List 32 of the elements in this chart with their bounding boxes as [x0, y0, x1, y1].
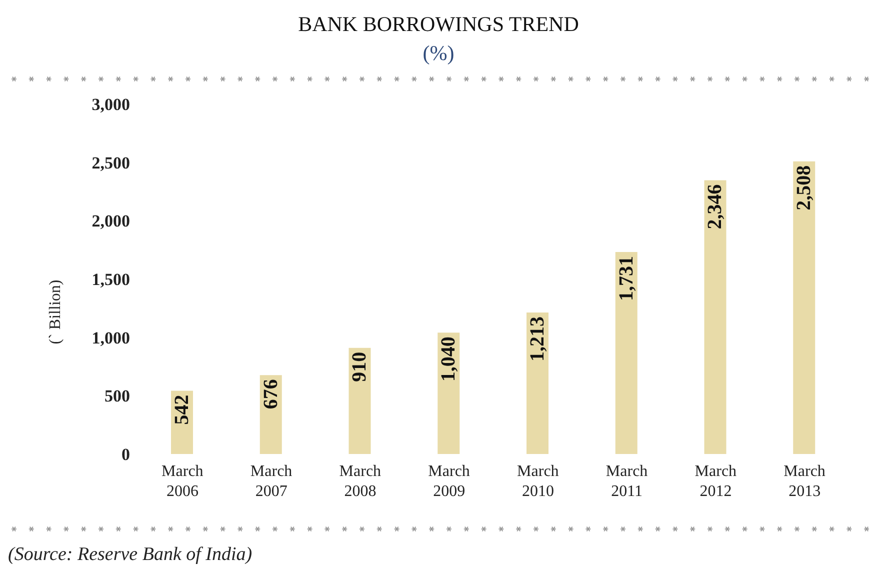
y-tick-label: 1,000 [92, 328, 130, 348]
bar [615, 252, 638, 454]
data-label: 1,213 [526, 316, 548, 362]
x-tick-label: March 2008 [339, 463, 382, 500]
data-label: 1,731 [615, 256, 638, 302]
data-label: 1,040 [438, 336, 460, 382]
y-tick-label: 1,500 [92, 270, 130, 290]
chart-subtitle: (%) [422, 41, 456, 66]
y-tick-label: 2,000 [92, 212, 130, 231]
data-label: 542 [171, 394, 193, 425]
y-tick-label: 500 [104, 386, 130, 406]
x-tick-label: March 2006 [162, 463, 204, 500]
x-tick-label: March 2013 [784, 463, 826, 500]
text: (Source: Reserve Bank of India) [8, 544, 254, 566]
bar [526, 312, 548, 454]
x-tick-label: March 2009 [428, 463, 470, 500]
y-axis-title: (` Billion) [47, 280, 65, 344]
data-label: 2,508 [793, 165, 816, 210]
y-tick-label: 3,000 [92, 95, 130, 114]
y-tick-label: 2,500 [92, 153, 130, 172]
bar [793, 161, 816, 454]
data-label: 910 [348, 352, 371, 382]
data-label: 676 [260, 379, 282, 410]
y-tick-label: 0 [122, 445, 130, 464]
x-tick-label: March 2007 [250, 463, 292, 500]
x-tick-label: March 2012 [694, 463, 737, 500]
chart-title: BANK BORROWINGS TREND [297, 11, 580, 37]
bar [704, 180, 726, 454]
x-tick-label: March 2010 [517, 463, 559, 500]
x-tick-label: March 2011 [606, 463, 648, 500]
bar [348, 348, 371, 454]
data-label: 2,346 [704, 184, 726, 230]
